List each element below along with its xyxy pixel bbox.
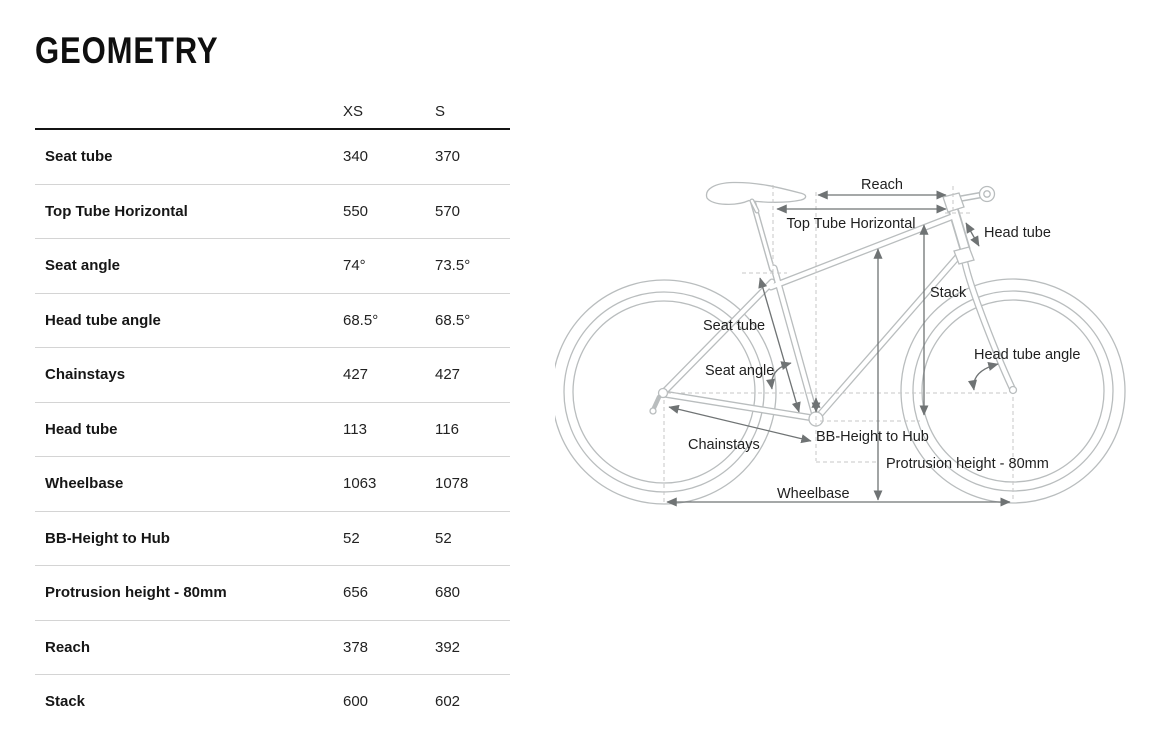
table-row: Protrusion height - 80mm 656 680: [35, 566, 510, 621]
front-dropout-shape: [1008, 385, 1018, 395]
spec-value-s: 392: [435, 638, 461, 656]
reference-dashed-lines: [663, 185, 1014, 502]
spec-label: Protrusion height - 80mm: [45, 584, 227, 602]
spec-value-s: 570: [435, 202, 461, 220]
spec-label: Wheelbase: [45, 475, 124, 493]
size-header-xs: XS: [343, 102, 364, 120]
reach-label: Reach: [861, 177, 903, 193]
spec-label: Top Tube Horizontal: [45, 202, 188, 220]
spec-label: Chainstays: [45, 366, 126, 384]
protrusion-height-label: Protrusion height - 80mm: [886, 456, 1049, 472]
spec-value-s: 680: [435, 584, 461, 602]
spec-value-xs: 340: [343, 148, 369, 166]
table-row: Seat tube 340 370: [35, 130, 510, 185]
table-row: Stack 600 602: [35, 675, 510, 729]
table-row: Seat angle 74° 73.5°: [35, 239, 510, 294]
table-header-row: XS S: [35, 94, 510, 130]
table-row: Wheelbase 1063 1078: [35, 457, 510, 512]
spec-value-s: 116: [435, 420, 459, 438]
seat-angle-arc: [766, 361, 792, 390]
wheelbase-label: Wheelbase: [777, 486, 850, 502]
spec-label: Head tube: [45, 420, 118, 438]
spec-value-xs: 68.5°: [343, 311, 379, 329]
chainstays-label: Chainstays: [688, 437, 760, 453]
spec-value-s: 52: [435, 529, 452, 547]
head-tube-label: Head tube: [984, 225, 1051, 241]
table-row: Reach 378 392: [35, 621, 510, 675]
spec-value-xs: 550: [343, 202, 369, 220]
dimension-arrows: [666, 190, 1011, 507]
spec-value-xs: 600: [343, 693, 369, 711]
head-tube-angle-label: Head tube angle: [974, 347, 1080, 363]
spec-value-xs: 113: [343, 420, 367, 438]
spec-value-s: 602: [435, 693, 461, 711]
table-row: Head tube angle 68.5° 68.5°: [35, 294, 510, 348]
spec-label: Seat tube: [45, 148, 113, 166]
table-row: Chainstays 427 427: [35, 348, 510, 403]
stack-label: Stack: [930, 285, 967, 301]
table-row: BB-Height to Hub 52 52: [35, 512, 510, 566]
spec-label: Reach: [45, 638, 91, 656]
top-tube-horizontal-label: Top Tube Horizontal: [787, 216, 916, 232]
chainstays-dimension-line: [668, 404, 812, 444]
seat-tube-label: Seat tube: [703, 318, 765, 334]
size-header-s: S: [435, 102, 446, 120]
spec-value-xs: 427: [343, 366, 369, 384]
bike-geometry-diagram: Reach Top Tube Horizontal Head tube Stac…: [555, 177, 1126, 507]
head-tube-angle-arc: [967, 362, 999, 391]
spec-value-xs: 52: [343, 529, 360, 547]
geometry-table: XS S Seat tube 340 370 Top Tube Horizont…: [35, 94, 510, 729]
handlebar-icon: [978, 185, 996, 203]
fork-crown-shape: [953, 246, 975, 265]
spec-label: Stack: [45, 693, 86, 711]
head-tube-dimension-line: [965, 222, 980, 247]
table-row: Top Tube Horizontal 550 570: [35, 185, 510, 239]
spec-value-s: 427: [435, 366, 461, 384]
spec-value-xs: 656: [343, 584, 369, 602]
spec-value-s: 370: [435, 148, 461, 166]
spec-value-xs: 378: [343, 638, 369, 656]
spec-value-s: 73.5°: [435, 257, 471, 275]
table-row: Head tube 113 116: [35, 403, 510, 457]
dimension-labels: Reach Top Tube Horizontal Head tube Stac…: [688, 177, 1080, 502]
spec-value-s: 1078: [435, 475, 469, 493]
spec-label: Seat angle: [45, 257, 121, 275]
seat-tube-dimension-line: [758, 277, 801, 413]
bb-height-to-hub-label: BB-Height to Hub: [816, 429, 929, 445]
spec-value-s: 68.5°: [435, 311, 471, 329]
seat-angle-label: Seat angle: [705, 363, 774, 379]
page-title: GEOMETRY: [35, 30, 219, 71]
spec-value-xs: 1063: [343, 475, 377, 493]
spec-label: BB-Height to Hub: [45, 529, 170, 547]
spec-label: Head tube angle: [45, 311, 161, 329]
spec-value-xs: 74°: [343, 257, 366, 275]
saddle-shape: [705, 181, 807, 205]
